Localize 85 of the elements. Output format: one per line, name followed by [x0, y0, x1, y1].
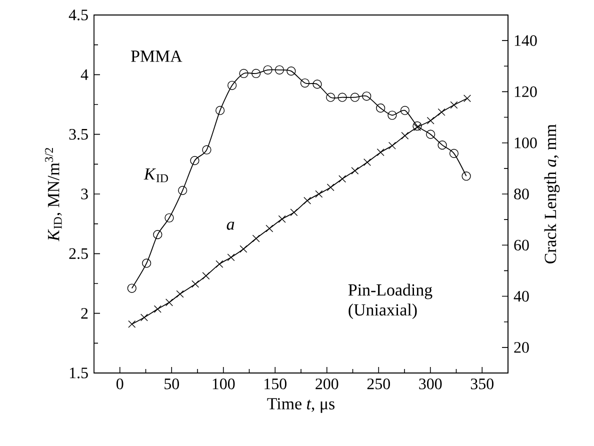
point [216, 260, 224, 268]
y-tick-label: 2.5 [69, 248, 88, 260]
y-tick-label: 4.5 [68, 10, 88, 20]
x-tick-label: 100 [212, 378, 235, 390]
x-tick-label: 50 [164, 378, 179, 390]
point [338, 175, 346, 183]
point [192, 280, 200, 288]
point [449, 148, 459, 158]
point [176, 290, 184, 298]
point [128, 320, 136, 328]
point [450, 101, 458, 109]
point [462, 172, 471, 181]
point [178, 186, 188, 195]
point [376, 148, 384, 156]
point [140, 314, 148, 322]
point [202, 272, 210, 280]
point [164, 213, 174, 222]
x-tick-label: 0 [116, 378, 124, 390]
point [388, 110, 397, 120]
y-tick-label: 3.5 [69, 128, 88, 140]
point [426, 116, 434, 124]
point [364, 158, 371, 166]
y2-tick-label: 120 [514, 86, 537, 98]
point [426, 130, 436, 139]
point [228, 80, 237, 90]
y2-tick-label: 100 [514, 137, 537, 148]
series-label: K$_{ID}$ [144, 168, 168, 182]
point [274, 65, 284, 74]
y-tick-label: 2 [81, 308, 88, 319]
point [266, 224, 274, 232]
y2-axis-title: Crack Length a, mm [544, 124, 560, 264]
y-tick-label: 1.5 [70, 368, 88, 378]
point [252, 68, 261, 78]
x-axis-title: Time t, μs [267, 398, 334, 413]
point [252, 234, 260, 242]
point [202, 145, 212, 154]
y2-tick-label: 40 [514, 290, 529, 302]
annotation: PMMA [131, 50, 182, 62]
y-tick-label: 4 [80, 69, 88, 80]
point [400, 106, 410, 116]
point [438, 108, 446, 116]
point [300, 78, 310, 88]
point [401, 132, 409, 140]
series-label: a [226, 222, 234, 230]
point [463, 94, 471, 102]
point [286, 66, 296, 76]
x-tick-label: 350 [470, 378, 494, 390]
point [153, 230, 162, 240]
point [338, 92, 347, 102]
point [240, 245, 248, 253]
point [438, 140, 447, 150]
point [312, 80, 322, 89]
point [278, 215, 286, 223]
point [142, 258, 152, 268]
x-tick-label: 300 [419, 378, 442, 390]
point [351, 166, 359, 174]
y2-tick-label: 20 [514, 342, 529, 353]
point [154, 305, 162, 313]
point [304, 196, 312, 204]
point [127, 284, 136, 293]
annotation: Pin-Loading (Uniaxial) [348, 284, 432, 320]
point [227, 254, 235, 262]
point [326, 92, 336, 102]
point [315, 190, 323, 198]
point [350, 92, 360, 102]
x-tick-label: 250 [367, 378, 390, 390]
point [412, 121, 422, 131]
y-tick-label: 3 [81, 188, 88, 200]
point [290, 208, 298, 216]
x-tick-label: 150 [264, 378, 286, 390]
point [362, 92, 372, 101]
point [388, 142, 396, 150]
point [413, 124, 421, 131]
y2-tick-label: 140 [514, 35, 537, 46]
y2-tick-label: 80 [514, 188, 529, 200]
point [216, 106, 225, 116]
point [190, 156, 200, 166]
point [376, 104, 386, 113]
point [166, 298, 173, 306]
point [326, 184, 334, 192]
y-axis-title: K$_{ID}$, MN/m$^{3/2}$ [45, 148, 62, 242]
x-tick-label: 200 [316, 378, 338, 390]
point [263, 65, 272, 74]
point [239, 68, 248, 78]
y2-tick-label: 60 [514, 240, 529, 251]
